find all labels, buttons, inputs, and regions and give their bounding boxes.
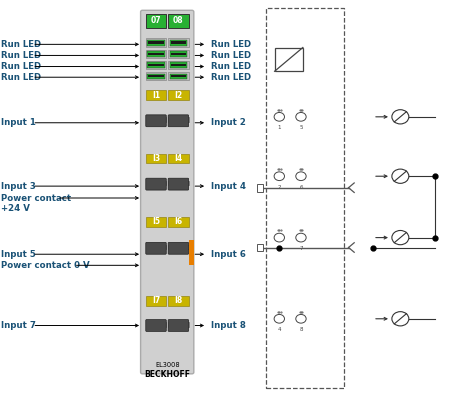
Text: 4: 4: [277, 327, 281, 332]
Text: Input 3: Input 3: [1, 182, 36, 190]
Bar: [168, 72, 188, 80]
Text: BECKHOFF: BECKHOFF: [144, 370, 190, 379]
Text: Run LED: Run LED: [211, 73, 251, 82]
Text: I1: I1: [152, 91, 160, 99]
Bar: [188, 240, 194, 265]
Text: 8: 8: [299, 327, 303, 332]
Text: Run LED: Run LED: [1, 73, 41, 82]
Bar: [147, 51, 165, 57]
Bar: [146, 117, 166, 122]
Text: Input 4: Input 4: [211, 182, 246, 190]
FancyBboxPatch shape: [146, 242, 166, 254]
Text: Run LED: Run LED: [1, 40, 41, 49]
Bar: [168, 14, 188, 28]
Text: Input 1: Input 1: [1, 118, 36, 127]
Text: Input 5: Input 5: [1, 250, 36, 259]
Bar: [168, 217, 188, 227]
Bar: [146, 90, 166, 100]
Text: I7: I7: [152, 297, 160, 305]
Bar: [168, 296, 188, 306]
Bar: [146, 322, 166, 327]
FancyBboxPatch shape: [168, 178, 188, 190]
Bar: [170, 74, 187, 79]
Bar: [146, 217, 166, 227]
Text: 6: 6: [299, 185, 303, 190]
Bar: [168, 38, 188, 47]
Bar: [146, 296, 166, 306]
Text: 7: 7: [299, 246, 303, 251]
Text: I2: I2: [174, 91, 182, 99]
Text: I5: I5: [152, 217, 160, 226]
Bar: [257, 184, 263, 192]
Text: Input 6: Input 6: [211, 250, 246, 259]
Bar: [148, 41, 164, 44]
Text: 2: 2: [277, 185, 281, 190]
Text: 07: 07: [151, 17, 162, 25]
Text: Input 2: Input 2: [211, 118, 246, 127]
Bar: [171, 41, 186, 44]
FancyBboxPatch shape: [140, 10, 194, 374]
Bar: [266, 8, 344, 388]
Bar: [171, 53, 186, 55]
Bar: [148, 75, 164, 77]
Bar: [168, 90, 188, 100]
FancyBboxPatch shape: [146, 320, 166, 331]
Bar: [170, 63, 187, 68]
Bar: [170, 51, 187, 57]
Bar: [146, 38, 166, 47]
Text: Power contact 0 V: Power contact 0 V: [1, 261, 89, 270]
Bar: [171, 75, 186, 77]
Text: I8: I8: [174, 297, 183, 305]
Text: Run LED: Run LED: [211, 51, 251, 60]
Bar: [170, 40, 187, 46]
Bar: [148, 64, 164, 66]
Text: Run LED: Run LED: [1, 51, 41, 60]
Bar: [147, 40, 165, 46]
Bar: [168, 181, 188, 185]
Bar: [168, 61, 188, 69]
Bar: [168, 245, 188, 249]
Bar: [168, 50, 188, 58]
Bar: [168, 322, 188, 327]
Text: Input 8: Input 8: [211, 321, 246, 330]
Bar: [147, 63, 165, 68]
Text: +24 V: +24 V: [1, 204, 30, 213]
Bar: [171, 64, 186, 66]
Text: Run LED: Run LED: [211, 62, 251, 71]
Bar: [168, 117, 188, 122]
Bar: [146, 72, 166, 80]
Text: 3: 3: [277, 246, 281, 251]
Text: Input 7: Input 7: [1, 321, 36, 330]
FancyBboxPatch shape: [168, 115, 188, 127]
Bar: [146, 50, 166, 58]
FancyBboxPatch shape: [168, 242, 188, 254]
Text: 1: 1: [277, 125, 281, 130]
Bar: [147, 74, 165, 79]
Text: EL3008: EL3008: [155, 362, 179, 368]
Text: I3: I3: [152, 154, 160, 163]
Text: Run LED: Run LED: [211, 40, 251, 49]
Bar: [146, 181, 166, 185]
FancyBboxPatch shape: [146, 178, 166, 190]
Bar: [168, 154, 188, 163]
Text: I4: I4: [174, 154, 182, 163]
Text: 08: 08: [173, 17, 184, 25]
FancyBboxPatch shape: [146, 115, 166, 127]
Bar: [148, 53, 164, 55]
Text: I6: I6: [174, 217, 182, 226]
FancyBboxPatch shape: [168, 320, 188, 331]
Text: Power contact: Power contact: [1, 194, 71, 202]
Bar: [275, 48, 303, 71]
Bar: [146, 154, 166, 163]
Text: 5: 5: [299, 125, 303, 130]
Bar: [257, 244, 263, 251]
Text: Run LED: Run LED: [1, 62, 41, 71]
Bar: [146, 61, 166, 69]
Bar: [146, 245, 166, 249]
Bar: [146, 14, 166, 28]
